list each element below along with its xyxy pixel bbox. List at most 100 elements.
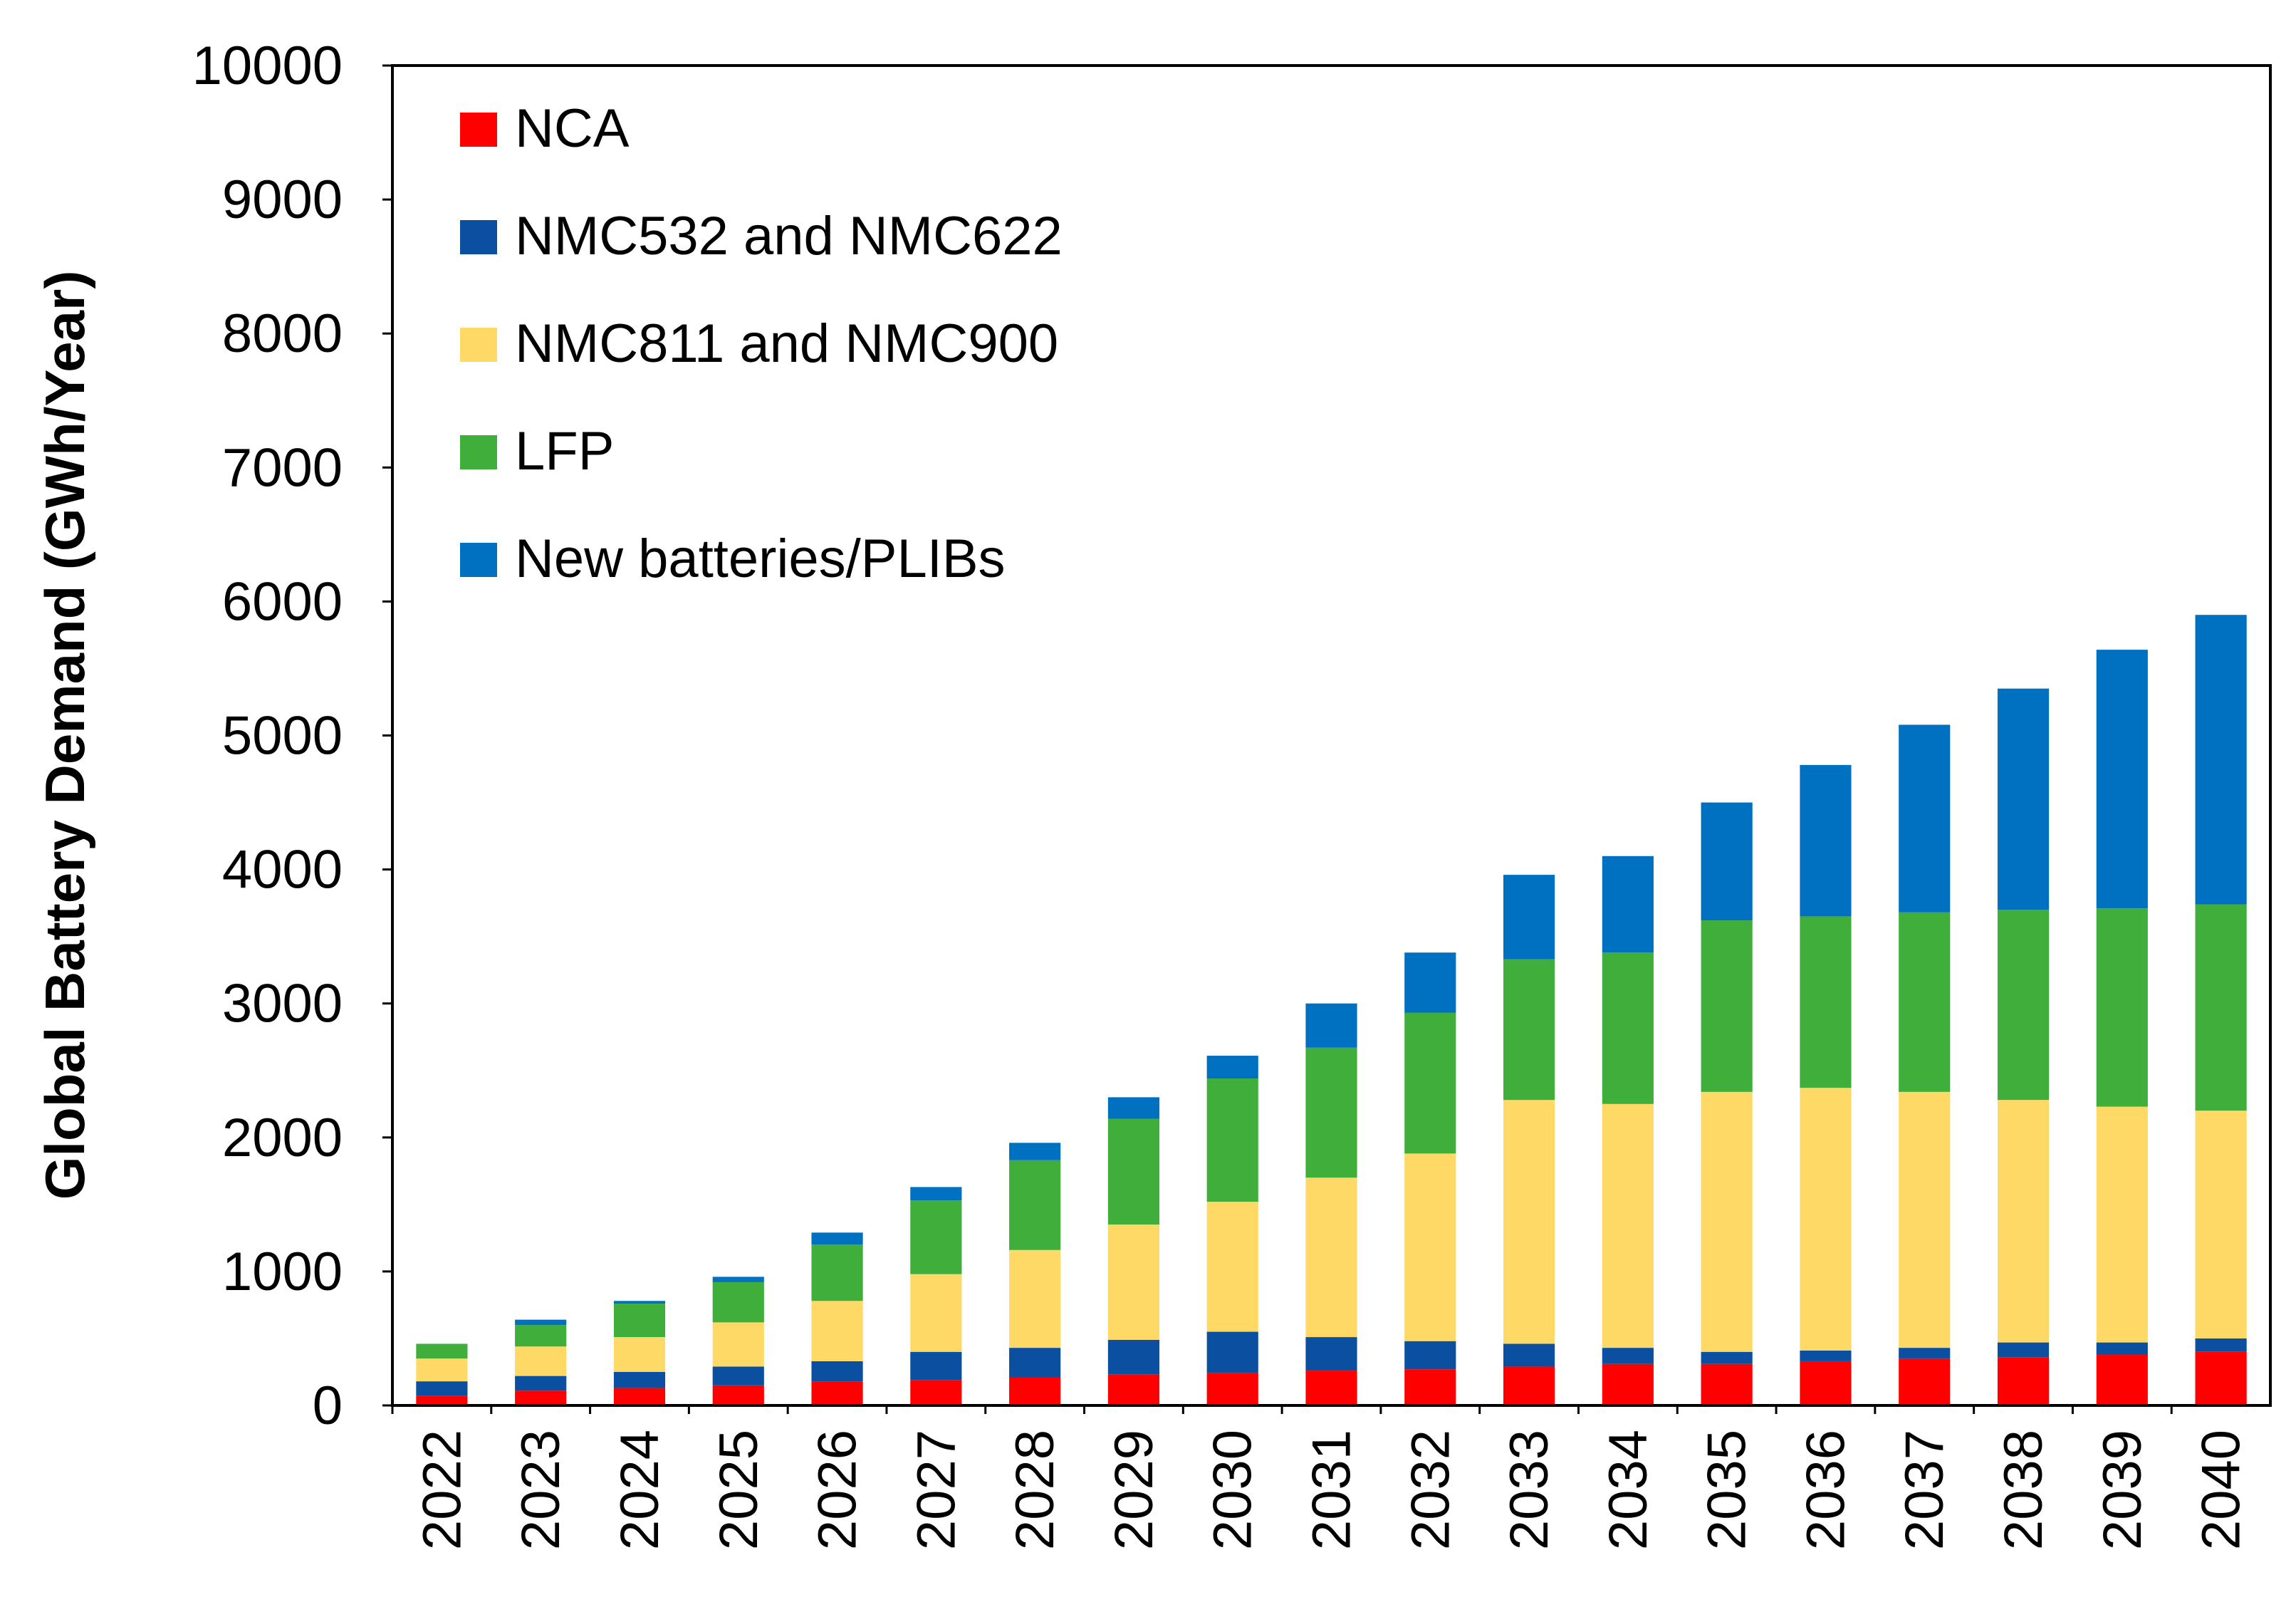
y-tick-label: 9000 (222, 170, 343, 230)
bar-segment-2035-series-5 (1701, 802, 1753, 921)
bar-segment-2028-series-3 (1009, 1249, 1061, 1348)
bar-segment-2024-series-1 (613, 1388, 666, 1405)
y-tick-label: 8000 (222, 303, 343, 364)
bars-layer (416, 615, 2247, 1405)
bar-segment-2035-series-4 (1701, 920, 1753, 1092)
bar-segment-2025-series-3 (712, 1322, 764, 1367)
bar-segment-2030-series-5 (1206, 1056, 1258, 1079)
bar-segment-2032-series-5 (1404, 952, 1456, 1013)
bar-segment-2031-series-4 (1305, 1047, 1357, 1178)
x-tick-label-2028: 2028 (1005, 1430, 1065, 1550)
bar-segment-2029-series-3 (1107, 1225, 1160, 1340)
bar-segment-2029-series-5 (1107, 1097, 1160, 1119)
bar-segment-2030-series-3 (1206, 1202, 1258, 1332)
bar-segment-2022-series-4 (416, 1343, 468, 1359)
bar-segment-2030-series-2 (1206, 1331, 1258, 1373)
bar-segment-2023-series-2 (515, 1376, 567, 1391)
bar-segment-2023-series-4 (515, 1325, 567, 1347)
bar-segment-2032-series-3 (1404, 1153, 1456, 1341)
bar-segment-2038-series-5 (1997, 688, 2050, 910)
legend-swatch-1 (460, 113, 497, 147)
bar-segment-2027-series-4 (910, 1200, 962, 1274)
x-tick-label-2039: 2039 (2092, 1430, 2153, 1550)
legend-swatch-3 (460, 328, 497, 362)
x-tick-label-2027: 2027 (906, 1430, 966, 1550)
bar-segment-2027-series-5 (910, 1187, 962, 1201)
bar-segment-2038-series-2 (1997, 1342, 2050, 1358)
y-tick-label: 6000 (222, 571, 343, 632)
bar-segment-2033-series-3 (1503, 1100, 1555, 1344)
x-tick-label-2029: 2029 (1104, 1430, 1164, 1550)
bar-segment-2038-series-3 (1997, 1100, 2050, 1343)
bar-segment-2034-series-5 (1602, 856, 1654, 953)
bar-segment-2022-series-2 (416, 1381, 468, 1396)
bar-segment-2026-series-1 (811, 1381, 863, 1405)
bar-segment-2028-series-5 (1009, 1143, 1061, 1160)
y-axis: 0 1000 2000 3000 4000 5000 6000 7000 8000 9000 100… (192, 36, 392, 1436)
bar-segment-2035-series-3 (1701, 1091, 1753, 1352)
x-tick-label-2024: 2024 (610, 1430, 670, 1550)
bar-segment-2023-series-5 (515, 1319, 567, 1326)
bar-segment-2037-series-5 (1899, 724, 1951, 913)
bar-segment-2032-series-2 (1404, 1341, 1456, 1370)
bar-segment-2036-series-4 (1800, 916, 1852, 1088)
y-tick-label: 2000 (222, 1108, 343, 1168)
bar-segment-2028-series-4 (1009, 1160, 1061, 1250)
x-tick-label-2032: 2032 (1400, 1430, 1461, 1550)
bar-segment-2024-series-5 (613, 1301, 666, 1304)
bar-segment-2039-series-1 (2096, 1354, 2148, 1405)
bar-segment-2029-series-4 (1107, 1118, 1160, 1225)
y-tick-label: 1000 (222, 1242, 343, 1302)
bar-segment-2037-series-1 (1899, 1358, 1951, 1405)
bar-segment-2040-series-4 (2195, 904, 2247, 1111)
bar-segment-2031-series-1 (1305, 1371, 1357, 1405)
y-tick-label: 4000 (222, 840, 343, 900)
x-tick-label-2040: 2040 (2191, 1430, 2252, 1550)
x-tick-label-2022: 2022 (412, 1430, 472, 1550)
bar-segment-2022-series-3 (416, 1358, 468, 1382)
bar-segment-2032-series-1 (1404, 1369, 1456, 1405)
y-tick-label: 5000 (222, 706, 343, 766)
bar-segment-2025-series-2 (712, 1366, 764, 1385)
legend-label-3: NMC811 and NMC900 (515, 313, 1058, 374)
bar-segment-2037-series-3 (1899, 1091, 1951, 1348)
x-tick-label-2030: 2030 (1203, 1430, 1263, 1550)
bar-segment-2025-series-1 (712, 1385, 764, 1405)
bar-segment-2025-series-5 (712, 1277, 764, 1282)
y-tick-label: 0 (313, 1376, 343, 1436)
bar-segment-2036-series-5 (1800, 764, 1852, 917)
x-tick-label-2034: 2034 (1598, 1430, 1659, 1550)
bar-segment-2039-series-5 (2096, 650, 2148, 909)
bar-segment-2040-series-5 (2195, 615, 2247, 905)
bar-segment-2028-series-1 (1009, 1377, 1061, 1405)
bar-segment-2039-series-3 (2096, 1106, 2148, 1343)
bar-segment-2031-series-5 (1305, 1003, 1357, 1048)
y-tick-label: 10000 (192, 36, 343, 96)
bar-segment-2023-series-1 (515, 1390, 567, 1405)
bar-segment-2030-series-1 (1206, 1373, 1258, 1405)
bar-segment-2023-series-3 (515, 1346, 567, 1376)
x-axis: 2022 2023 2024 2025 2026 2027 2028 2029 2030 2031… (391, 1405, 2252, 1550)
legend-swatch-2 (460, 220, 497, 254)
bar-segment-2033-series-2 (1503, 1343, 1555, 1367)
bar-segment-2026-series-4 (811, 1244, 863, 1301)
x-tick-label-2033: 2033 (1499, 1430, 1560, 1550)
bar-segment-2031-series-2 (1305, 1337, 1357, 1371)
legend-label-1: NCA (515, 98, 630, 159)
bar-segment-2033-series-1 (1503, 1366, 1555, 1405)
bar-segment-2037-series-4 (1899, 912, 1951, 1092)
bar-segment-2036-series-2 (1800, 1350, 1852, 1361)
bar-segment-2025-series-4 (712, 1281, 764, 1323)
bar-segment-2040-series-1 (2195, 1351, 2247, 1405)
bar-segment-2029-series-2 (1107, 1339, 1160, 1375)
bar-segment-2022-series-1 (416, 1395, 468, 1405)
bar-segment-2035-series-2 (1701, 1351, 1753, 1364)
legend-label-5: New batteries/PLIBs (515, 529, 1006, 589)
x-tick-label-2023: 2023 (511, 1430, 571, 1550)
y-tick-label: 7000 (222, 437, 343, 498)
bar-segment-2036-series-3 (1800, 1088, 1852, 1351)
bar-segment-2033-series-4 (1503, 959, 1555, 1101)
bar-segment-2033-series-5 (1503, 875, 1555, 960)
